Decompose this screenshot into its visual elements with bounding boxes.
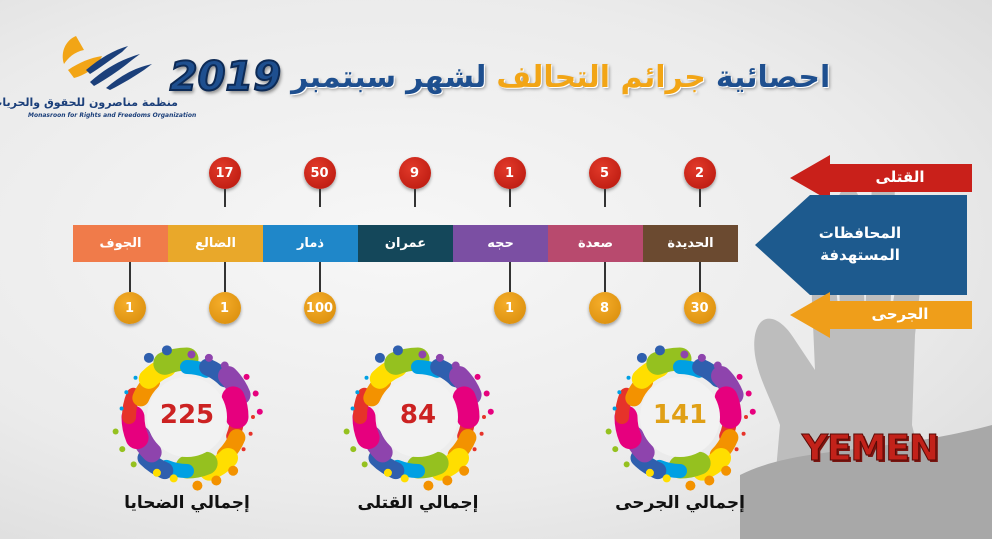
governorate-segment: ذمار [263,225,358,262]
killed-stem [318,189,321,207]
killed-count: 9 [398,157,431,189]
yemen-wordmark: YEMEN [801,428,939,470]
killed-marker: 2 [683,157,716,207]
total-value: 84 [399,400,437,430]
title-year: 2019 [169,53,282,101]
killed-count: 2 [683,157,716,189]
injured-marker: 100 [303,262,336,324]
injured-stem [318,262,321,292]
organization-name-english: Monasroon for Rights and Freedoms Organi… [28,112,197,119]
killed-marker: 9 [398,157,431,207]
injured-stem [698,262,701,292]
killed-count: 50 [303,157,336,189]
killed-stem [508,189,511,207]
raised-hand-background [740,170,992,539]
killed-count: 1 [493,157,526,189]
legend-governorates-label: المحافظات المستهدفة [800,222,920,266]
injured-count: 100 [303,292,336,324]
page-title: احصائية جرائم التحالف لشهر سبتمبر 2019 [169,50,831,104]
injured-count: 8 [588,292,621,324]
paint-splash-ring-icon [112,345,263,491]
injured-marker: 1 [493,262,526,324]
title-part-september: سبتمبر [291,59,397,95]
legend-injured-label: الجرحى [871,305,929,323]
killed-stem [698,189,701,207]
governorate-name: صعدة [577,236,614,251]
governorate-segment: الجوف [73,225,168,262]
legend-governorates-line1: المحافظات [818,224,902,242]
injured-stem [223,262,226,292]
killed-count: 5 [588,157,621,189]
governorate-segment: حجه [453,225,548,262]
injured-marker: 1 [208,262,241,324]
injured-legend-arrow [790,292,972,338]
total-label: إجمالي القتلى [357,493,479,513]
total-value: 225 [159,400,215,430]
injured-marker: 8 [588,262,621,324]
injured-stem [128,262,131,292]
organization-logo: منظمة مناصرون للحقوق والحريات Monasroon … [0,30,197,125]
governorate-segment: الضالع [168,225,263,262]
governorates-bar: الحديدة صعدة حجه عمران ذمار الضالع الجوف [73,225,738,262]
governorate-name: الجوف [99,236,142,251]
killed-count: 17 [208,157,241,189]
killed-marker: 1 [493,157,526,207]
injured-stem [603,262,606,292]
injured-marker: 30 [683,262,716,324]
organization-name-arabic: منظمة مناصرون للحقوق والحريات [0,96,178,109]
killed-marker: 5 [588,157,621,207]
injured-stem [508,262,511,292]
injured-count: 1 [493,292,526,324]
total-value: 141 [652,400,708,430]
injured-count: 1 [208,292,241,324]
killed-legend-arrow [790,155,972,201]
killed-marker: 50 [303,157,336,207]
governorate-name: ذمار [296,236,325,251]
injured-marker: 1 [113,262,146,324]
governorate-name: الضالع [195,236,236,251]
injured-count: 1 [113,292,146,324]
killed-stem [223,189,226,207]
governorate-name: حجه [487,236,514,251]
injured-count: 30 [683,292,716,324]
governorate-segment: صعدة [548,225,643,262]
governorates-legend-arrow [755,195,967,295]
governorate-segment: الحديدة [643,225,738,262]
total-label: إجمالي الضحايا [124,493,250,513]
legend-killed-label: القتلى [875,168,925,186]
title-part-coalition-crimes: جرائم التحالف [496,59,706,95]
logo-mark-icon [62,36,152,90]
killed-stem [413,189,416,207]
title-part-statistics: احصائية [715,59,831,95]
title-part-month: لشهر [406,59,487,95]
paint-splash-ring-icon [343,345,494,491]
governorate-name: الحديدة [667,236,714,251]
legend-governorates-line2: المستهدفة [820,246,900,264]
governorate-segment: عمران [358,225,453,262]
killed-stem [603,189,606,207]
killed-marker: 17 [208,157,241,207]
governorate-name: عمران [384,236,427,251]
